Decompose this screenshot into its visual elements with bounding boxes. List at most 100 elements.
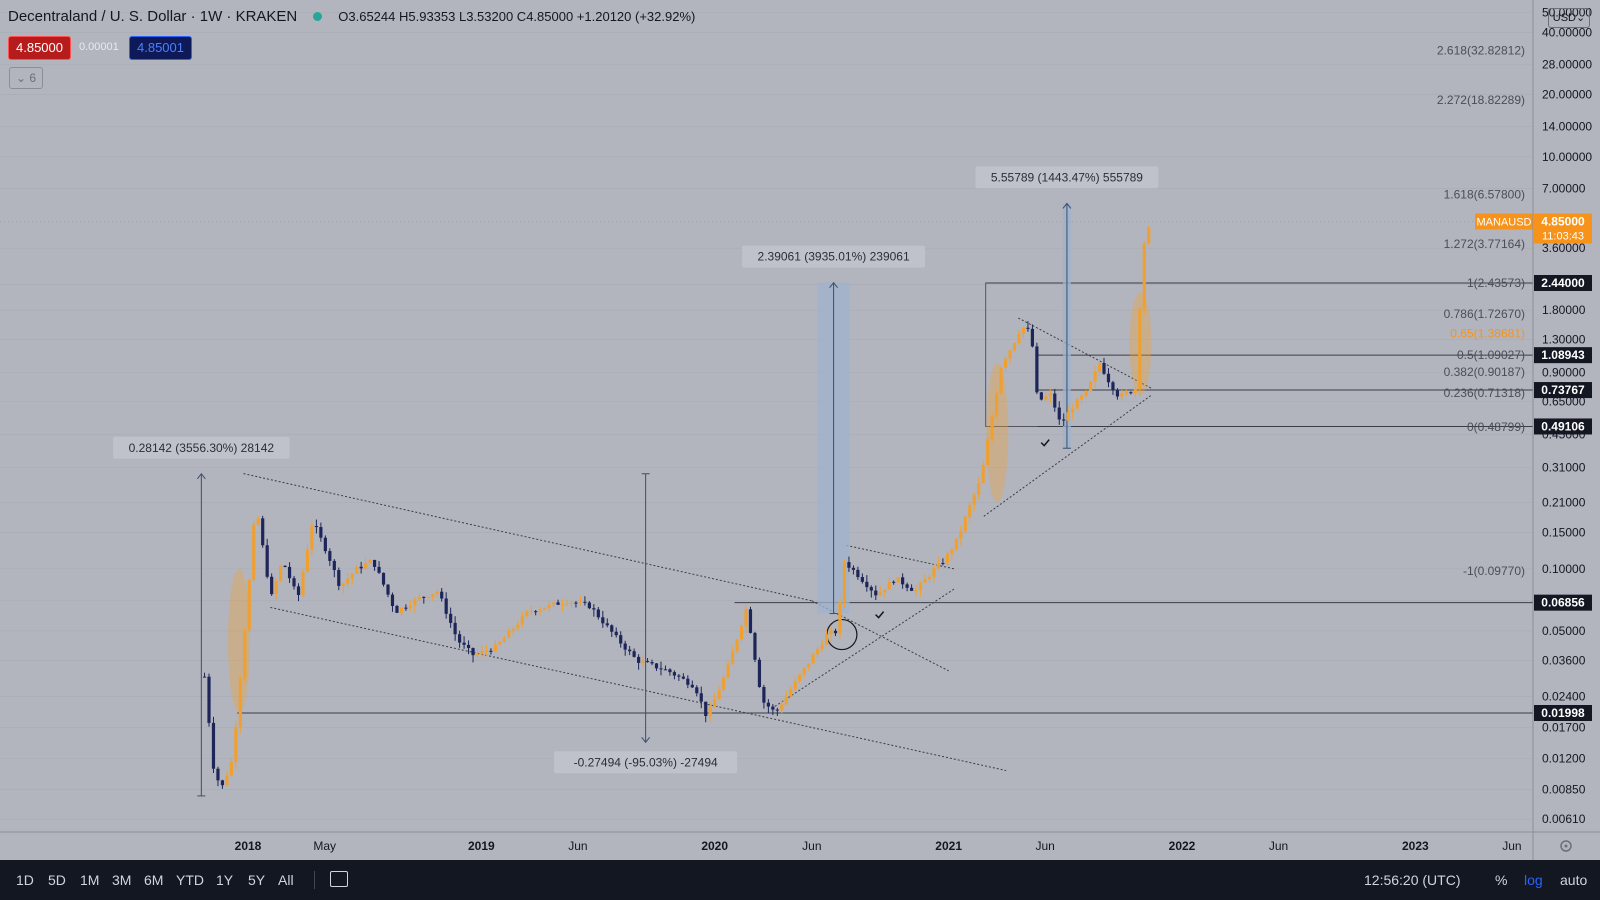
candle-body	[824, 634, 829, 645]
candle-body	[202, 676, 207, 678]
range-5d[interactable]: 5D	[48, 872, 66, 888]
candle-body	[310, 525, 314, 550]
candle-body	[990, 416, 994, 440]
percent-toggle[interactable]: %	[1495, 872, 1508, 888]
candle-body	[404, 607, 408, 609]
range-6m[interactable]: 6M	[144, 872, 164, 888]
measure-label-box	[975, 166, 1159, 189]
candle-body	[511, 628, 515, 631]
candle-body	[726, 664, 730, 678]
candle-body	[722, 677, 726, 690]
candle-body	[775, 709, 779, 711]
candle-body	[887, 581, 891, 590]
buy-price-button[interactable]: 4.85001	[129, 36, 192, 60]
candle-body	[341, 583, 345, 586]
candle-body	[1039, 392, 1043, 400]
candle-body	[408, 605, 412, 608]
fib-level-label: 1.272(3.77164)	[1444, 237, 1525, 251]
bottom-toolbar: 1D 5D 1M 3M 6M YTD 1Y 5Y All 12:56:20 (U…	[0, 860, 1600, 900]
candle-body	[650, 662, 654, 664]
candle-body	[525, 611, 529, 616]
candle-body	[484, 650, 489, 652]
candle-body	[981, 464, 985, 484]
candle-body	[999, 367, 1003, 394]
log-toggle[interactable]: log	[1524, 872, 1543, 888]
candle-body	[413, 599, 417, 606]
range-1d[interactable]: 1D	[16, 872, 34, 888]
channel-lower-line	[270, 606, 1007, 772]
time-axis[interactable]: 2018 May 2019 Jun 2020 Jun 2021 Jun 2022 Jun 2023 J…	[235, 839, 1522, 853]
candle-body	[449, 613, 453, 623]
candle-body	[502, 637, 506, 643]
candle-body	[838, 602, 842, 634]
candle-body	[238, 678, 242, 727]
price-tick-label: 0.10000	[1542, 562, 1586, 576]
indicators-collapse-button[interactable]: ⌄ 6	[9, 67, 43, 89]
candle-body	[435, 591, 439, 595]
clock-readout[interactable]: 12:56:20 (UTC)	[1364, 872, 1461, 888]
candle-body	[332, 560, 336, 571]
date-range-icon[interactable]	[330, 871, 348, 887]
candle-body	[641, 661, 645, 663]
range-1m[interactable]: 1M	[80, 872, 100, 888]
sell-price-button[interactable]: 4.85000	[8, 36, 71, 60]
candle-body	[637, 656, 641, 663]
candle-body	[659, 668, 663, 670]
candle-body	[914, 590, 918, 592]
candle-body	[538, 609, 542, 612]
range-1y[interactable]: 1Y	[216, 872, 234, 888]
candle-body	[583, 601, 587, 603]
candle-body	[1030, 328, 1035, 347]
candle-body	[963, 516, 967, 532]
range-5y[interactable]: 5Y	[248, 872, 266, 888]
candle-body	[364, 563, 368, 569]
symbol-badge-label: MANAUSD	[1476, 217, 1531, 229]
candle-body	[261, 518, 265, 546]
candle-body	[807, 663, 811, 668]
candle-body	[431, 594, 435, 597]
range-3m[interactable]: 3M	[112, 872, 132, 888]
range-ytd[interactable]: YTD	[176, 872, 204, 888]
chart-labels: 2.618(32.82812) 2.272(18.82289) 1.618(6.57…	[113, 43, 1533, 774]
candle-body	[234, 726, 238, 762]
candle-body	[1075, 399, 1079, 409]
price-tick-label: 0.00610	[1542, 812, 1586, 826]
candle-body	[220, 780, 225, 786]
candle-body	[869, 587, 873, 591]
auto-toggle[interactable]: auto	[1560, 872, 1588, 888]
candle-body	[440, 591, 444, 599]
candle-body	[972, 494, 976, 505]
candle-body	[833, 630, 838, 634]
candle-body	[874, 590, 878, 596]
candle-body	[395, 605, 399, 613]
candle-body	[802, 667, 806, 675]
candle-body	[314, 525, 319, 528]
price-axis[interactable]: 50.00000 40.00000 28.00000 20.00000 14.00000…	[1534, 6, 1592, 826]
candle-body	[1080, 395, 1084, 400]
price-tick-label: 0.03600	[1542, 653, 1586, 667]
symbol-title[interactable]: Decentraland / U. S. Dollar · 1W · KRAKE…	[8, 8, 298, 25]
fib-level-label: 1.618(6.57800)	[1444, 187, 1525, 201]
candle-body	[243, 630, 247, 679]
candle-body	[574, 602, 578, 604]
current-price-label: 4.85000	[1541, 215, 1585, 229]
bar-countdown-label: 11:03:43	[1542, 231, 1584, 243]
drawing-annotations[interactable]	[0, 202, 1534, 797]
fib-level-label: 0.65(1.38681)	[1450, 327, 1525, 341]
fib-level-label: 2.618(32.82812)	[1437, 43, 1525, 57]
candle-body	[1084, 390, 1088, 396]
candle-body	[319, 527, 323, 538]
candle-body	[632, 651, 636, 657]
currency-select[interactable]: USD⌄	[1548, 8, 1590, 28]
price-tick-label: 0.01700	[1542, 720, 1586, 734]
time-tick-label: Jun	[1036, 839, 1055, 853]
candle-body	[1048, 393, 1052, 397]
settings-gear-icon[interactable]	[1560, 840, 1572, 852]
level-badge	[1534, 705, 1592, 721]
candle-body	[462, 642, 466, 645]
price-tick-label: 0.05000	[1542, 624, 1586, 638]
candle-body	[399, 607, 404, 613]
range-all[interactable]: All	[278, 872, 294, 888]
candle-series[interactable]	[202, 225, 1151, 789]
